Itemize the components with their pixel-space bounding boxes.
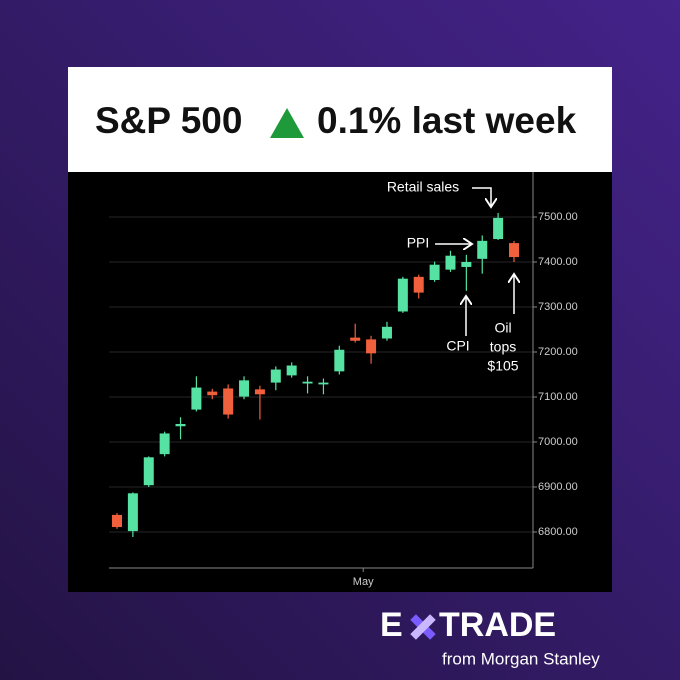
candle-body — [350, 337, 361, 341]
arrow — [472, 187, 491, 207]
candle-body — [286, 365, 297, 376]
candle-body — [175, 424, 186, 427]
y-tick-label: 7200.00 — [538, 346, 578, 358]
candle-body — [477, 240, 488, 259]
title-box — [68, 67, 612, 172]
candle-body — [159, 433, 170, 455]
title-change: 0.1% last week — [317, 100, 577, 141]
candle-body — [381, 326, 392, 339]
y-tick-label: 7100.00 — [538, 391, 578, 403]
y-tick-label: 7300.00 — [538, 301, 578, 313]
candle-body — [429, 264, 440, 280]
annotation: PPI — [407, 235, 430, 251]
logo-text: TRADE — [439, 606, 556, 644]
candle-body — [318, 382, 329, 385]
annotation: CPI — [446, 338, 469, 354]
annotation: $105 — [487, 358, 518, 374]
plot: 6800.00 6900.00 7000.00 7100.00 7200.00 7300.… — [109, 172, 578, 588]
chart-area — [68, 172, 612, 592]
tagline: from Morgan Stanley — [442, 649, 600, 668]
candle-body — [254, 389, 265, 395]
x-tick-label: May — [353, 576, 374, 588]
y-tick-label: 6900.00 — [538, 481, 578, 493]
candle-body — [239, 380, 250, 397]
title: S&P 500 — [95, 100, 242, 141]
logo-star — [410, 614, 436, 640]
candle-body — [191, 387, 202, 410]
candle-body — [493, 217, 504, 240]
candle-body — [397, 278, 408, 312]
candle-body — [334, 349, 345, 372]
candle-body — [445, 255, 456, 270]
annotation: tops — [490, 339, 516, 355]
candle-body — [302, 381, 313, 384]
logo-text: E — [380, 606, 403, 644]
y-tick-label: 7400.00 — [538, 256, 578, 268]
candle-body — [127, 493, 138, 532]
candle-body — [223, 388, 234, 415]
y-tick-label: 7500.00 — [538, 211, 578, 223]
candle-body — [270, 369, 281, 383]
y-tick-label: 6800.00 — [538, 526, 578, 538]
candle-body — [509, 243, 519, 258]
candle-body — [461, 262, 472, 267]
logo: E TRADE from Morgan Stanley — [380, 606, 600, 669]
annotation: Oil — [494, 320, 511, 336]
candle-body — [112, 514, 122, 528]
y-tick-label: 7000.00 — [538, 436, 578, 448]
candle-body — [207, 391, 218, 396]
annotations: Retail sales PPI CPI Oil tops $105 — [387, 179, 519, 374]
up-triangle — [270, 108, 304, 138]
candle-body — [143, 457, 154, 486]
candle-body — [366, 339, 377, 354]
annotation: Retail sales — [387, 179, 459, 195]
candle-body — [413, 276, 424, 293]
